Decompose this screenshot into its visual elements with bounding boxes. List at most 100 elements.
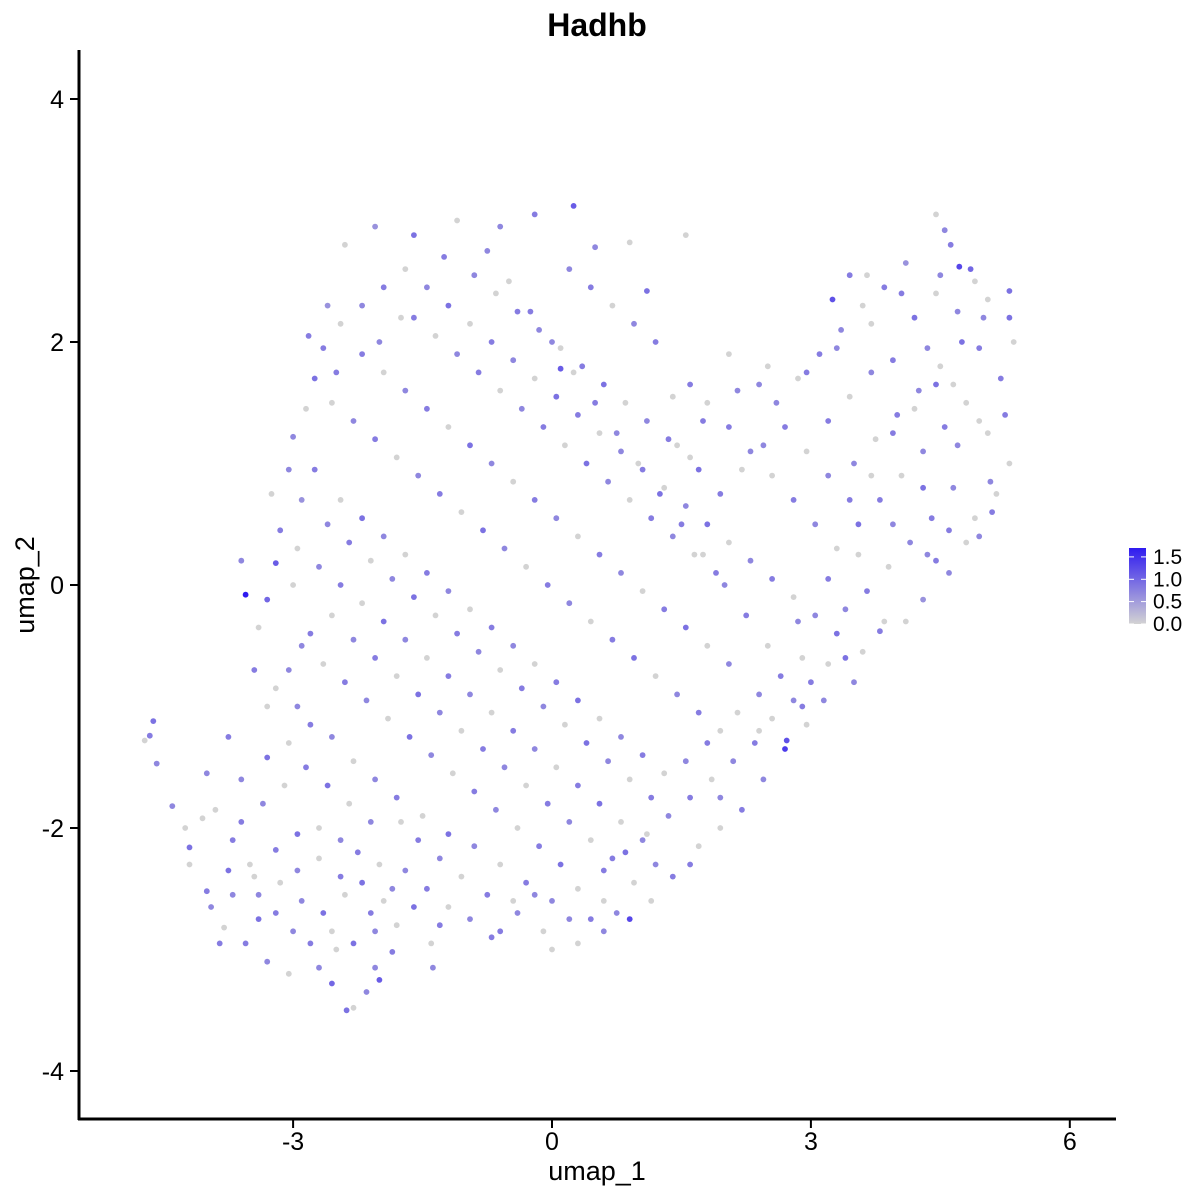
scatter-point [730, 758, 737, 765]
legend-labels: 1.51.00.50.0 [1129, 546, 1182, 636]
scatter-point [281, 782, 288, 789]
scatter-point [803, 369, 810, 376]
scatter-point [747, 557, 754, 564]
scatter-point [506, 278, 512, 285]
scatter-point [531, 375, 538, 382]
scatter-point [324, 521, 331, 528]
scatter-point [501, 764, 508, 771]
scatter-point [570, 203, 577, 209]
scatter-point [531, 891, 538, 898]
scatter-point [337, 582, 344, 588]
scatter-point [436, 709, 443, 716]
scatter-point [557, 345, 564, 351]
scatter-point [225, 867, 232, 874]
scatter-point [868, 472, 875, 479]
scatter-point [467, 320, 473, 327]
scatter-point [424, 655, 430, 661]
scatter-point [141, 737, 148, 744]
scatter-point [566, 600, 573, 607]
scatter-point [575, 697, 581, 704]
scatter-point [531, 661, 538, 667]
scatter-point [644, 288, 650, 294]
scatter-point [264, 958, 271, 965]
scatter-point [708, 776, 715, 783]
scatter-point [480, 527, 486, 534]
scatter-point [626, 497, 633, 503]
y-tick-label: 2 [50, 329, 64, 357]
scatter-point [324, 782, 331, 789]
scatter-point [298, 642, 305, 649]
scatter-point [618, 819, 624, 825]
scatter-point [756, 727, 762, 734]
scatter-point [428, 752, 435, 758]
scatter-point [376, 861, 383, 868]
x-axis-ticks: -3 0 3 6 [282, 1119, 1077, 1156]
scatter-point [674, 691, 680, 698]
scatter-point [626, 239, 633, 246]
scatter-point [902, 260, 909, 266]
scatter-point [488, 624, 495, 631]
scatter-point [294, 703, 301, 710]
scatter-point [549, 946, 555, 953]
scatter-point [898, 290, 905, 297]
scatter-point [812, 521, 819, 528]
scatter-point [626, 916, 633, 922]
scatter-point [359, 515, 365, 522]
scatter-point [600, 381, 607, 388]
scatter-point [536, 327, 542, 333]
scatter-point [372, 776, 378, 783]
scatter-point [872, 436, 879, 443]
scatter-point [933, 290, 939, 297]
scatter-point [363, 697, 370, 704]
scatter-point [695, 466, 702, 473]
scatter-point [493, 290, 499, 297]
scatter-point [743, 612, 750, 619]
scatter-point [146, 732, 153, 739]
scatter-point [510, 898, 517, 904]
scatter-point [553, 515, 560, 522]
scatter-point [294, 831, 301, 837]
scatter-point [976, 418, 983, 424]
x-tick-label: 6 [1063, 1128, 1077, 1156]
scatter-point [445, 904, 452, 910]
scatter-point [782, 746, 788, 752]
scatter-point [350, 418, 357, 424]
scatter-point [514, 825, 521, 831]
scatter-point [842, 606, 849, 613]
scatter-point [587, 837, 594, 843]
scatter-point [956, 263, 963, 270]
scatter-point [924, 345, 931, 351]
scatter-point [890, 521, 896, 528]
scatter-point [682, 232, 689, 239]
scatter-point [493, 806, 499, 813]
scatter-point [415, 837, 422, 843]
scatter-point [704, 642, 711, 649]
scatter-point [691, 551, 698, 558]
scatter-point [946, 527, 952, 534]
scatter-point [902, 618, 909, 625]
scatter-point [881, 618, 888, 625]
scatter-point [562, 721, 568, 728]
scatter-point [631, 320, 637, 327]
scatter-point [1006, 288, 1013, 294]
scatter-point [380, 898, 387, 904]
scatter-point [799, 655, 806, 661]
scatter-point [346, 539, 353, 546]
scatter-point [769, 715, 775, 722]
scatter-point [717, 491, 724, 497]
scatter-point [488, 339, 495, 345]
scatter-point [631, 655, 637, 661]
scatter-point [911, 314, 918, 321]
scatter-point [424, 885, 430, 892]
scatter-point [583, 460, 590, 467]
scatter-point [933, 211, 939, 218]
scatter-point [523, 563, 529, 570]
scatter-point [380, 284, 387, 291]
scatter-point [272, 847, 279, 853]
scatter-point [359, 600, 365, 607]
scatter-point [475, 369, 482, 376]
scatter-point [221, 924, 228, 931]
y-axis-ticks: -4 -2 0 2 4 [42, 86, 79, 1086]
scatter-point [648, 515, 655, 522]
